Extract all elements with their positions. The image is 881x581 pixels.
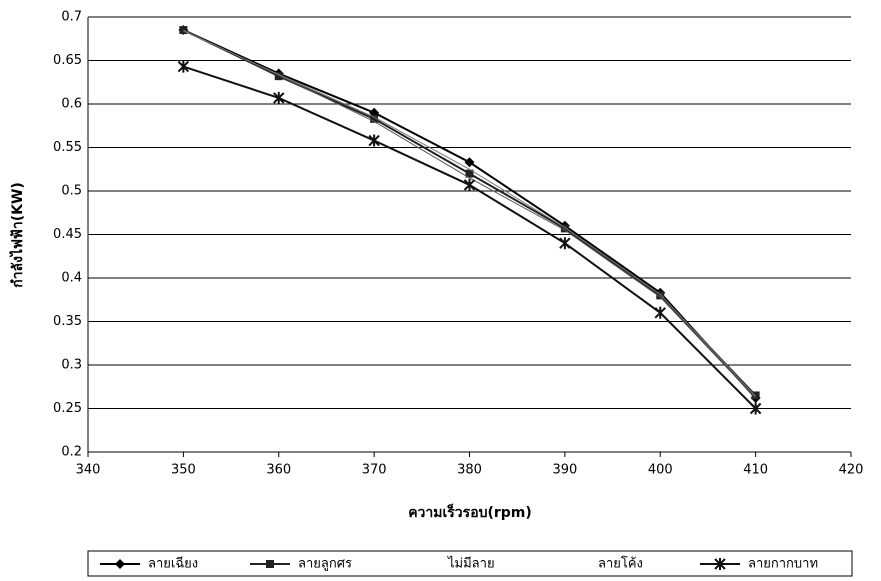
legend-label: ลายกากบาท xyxy=(748,557,818,572)
marker xyxy=(559,237,571,250)
legend-label: ลายโค้ง xyxy=(598,556,643,572)
x-tick-label: 420 xyxy=(839,463,864,478)
marker xyxy=(368,134,380,147)
marker xyxy=(654,306,666,319)
series-line xyxy=(183,29,756,399)
y-tick-label: 0.55 xyxy=(53,140,82,155)
y-tick-label: 0.65 xyxy=(53,53,82,68)
series-line xyxy=(182,29,757,399)
x-axis-title: ความเร็วรอบ(rpm) xyxy=(408,503,532,521)
y-tick-label: 0.35 xyxy=(53,314,82,329)
x-tick-label: 410 xyxy=(743,463,768,478)
y-tick-label: 0.4 xyxy=(61,271,82,286)
marker xyxy=(274,72,283,81)
x-tick-label: 360 xyxy=(266,463,291,478)
marker xyxy=(749,402,762,415)
x-tick-label: 400 xyxy=(648,463,673,478)
marker xyxy=(465,169,474,178)
y-tick-label: 0.3 xyxy=(61,358,82,373)
legend-box xyxy=(87,550,853,577)
series-line xyxy=(183,30,756,397)
y-tick-label: 0.5 xyxy=(61,184,82,199)
x-tick-label: 390 xyxy=(552,463,577,478)
y-tick-label: 0.6 xyxy=(61,97,82,112)
marker xyxy=(266,560,274,568)
series-line xyxy=(182,29,757,397)
marker xyxy=(560,224,569,233)
marker xyxy=(464,157,475,168)
marker xyxy=(463,178,476,191)
y-tick-label: 0.7 xyxy=(61,10,82,25)
x-tick-label: 350 xyxy=(171,463,196,478)
marker xyxy=(370,114,379,123)
marker xyxy=(273,91,285,104)
legend-label: ไม่มีลาย xyxy=(447,556,495,572)
marker xyxy=(177,60,190,73)
marker xyxy=(714,558,726,570)
legend-label: ลายเฉียง xyxy=(148,556,198,572)
y-axis-title: กำลังไฟฟ้า(KW) xyxy=(8,182,26,288)
marker xyxy=(115,559,125,569)
series-line xyxy=(183,65,757,410)
legend-label: ลายลูกศร xyxy=(298,557,352,572)
x-tick-label: 370 xyxy=(362,463,387,478)
y-tick-label: 0.2 xyxy=(61,445,82,460)
y-tick-label: 0.45 xyxy=(53,227,82,242)
marker xyxy=(751,391,760,400)
y-tick-label: 0.25 xyxy=(53,401,82,416)
marker xyxy=(656,291,665,300)
x-tick-label: 380 xyxy=(457,463,482,478)
x-tick-label: 340 xyxy=(76,463,101,478)
